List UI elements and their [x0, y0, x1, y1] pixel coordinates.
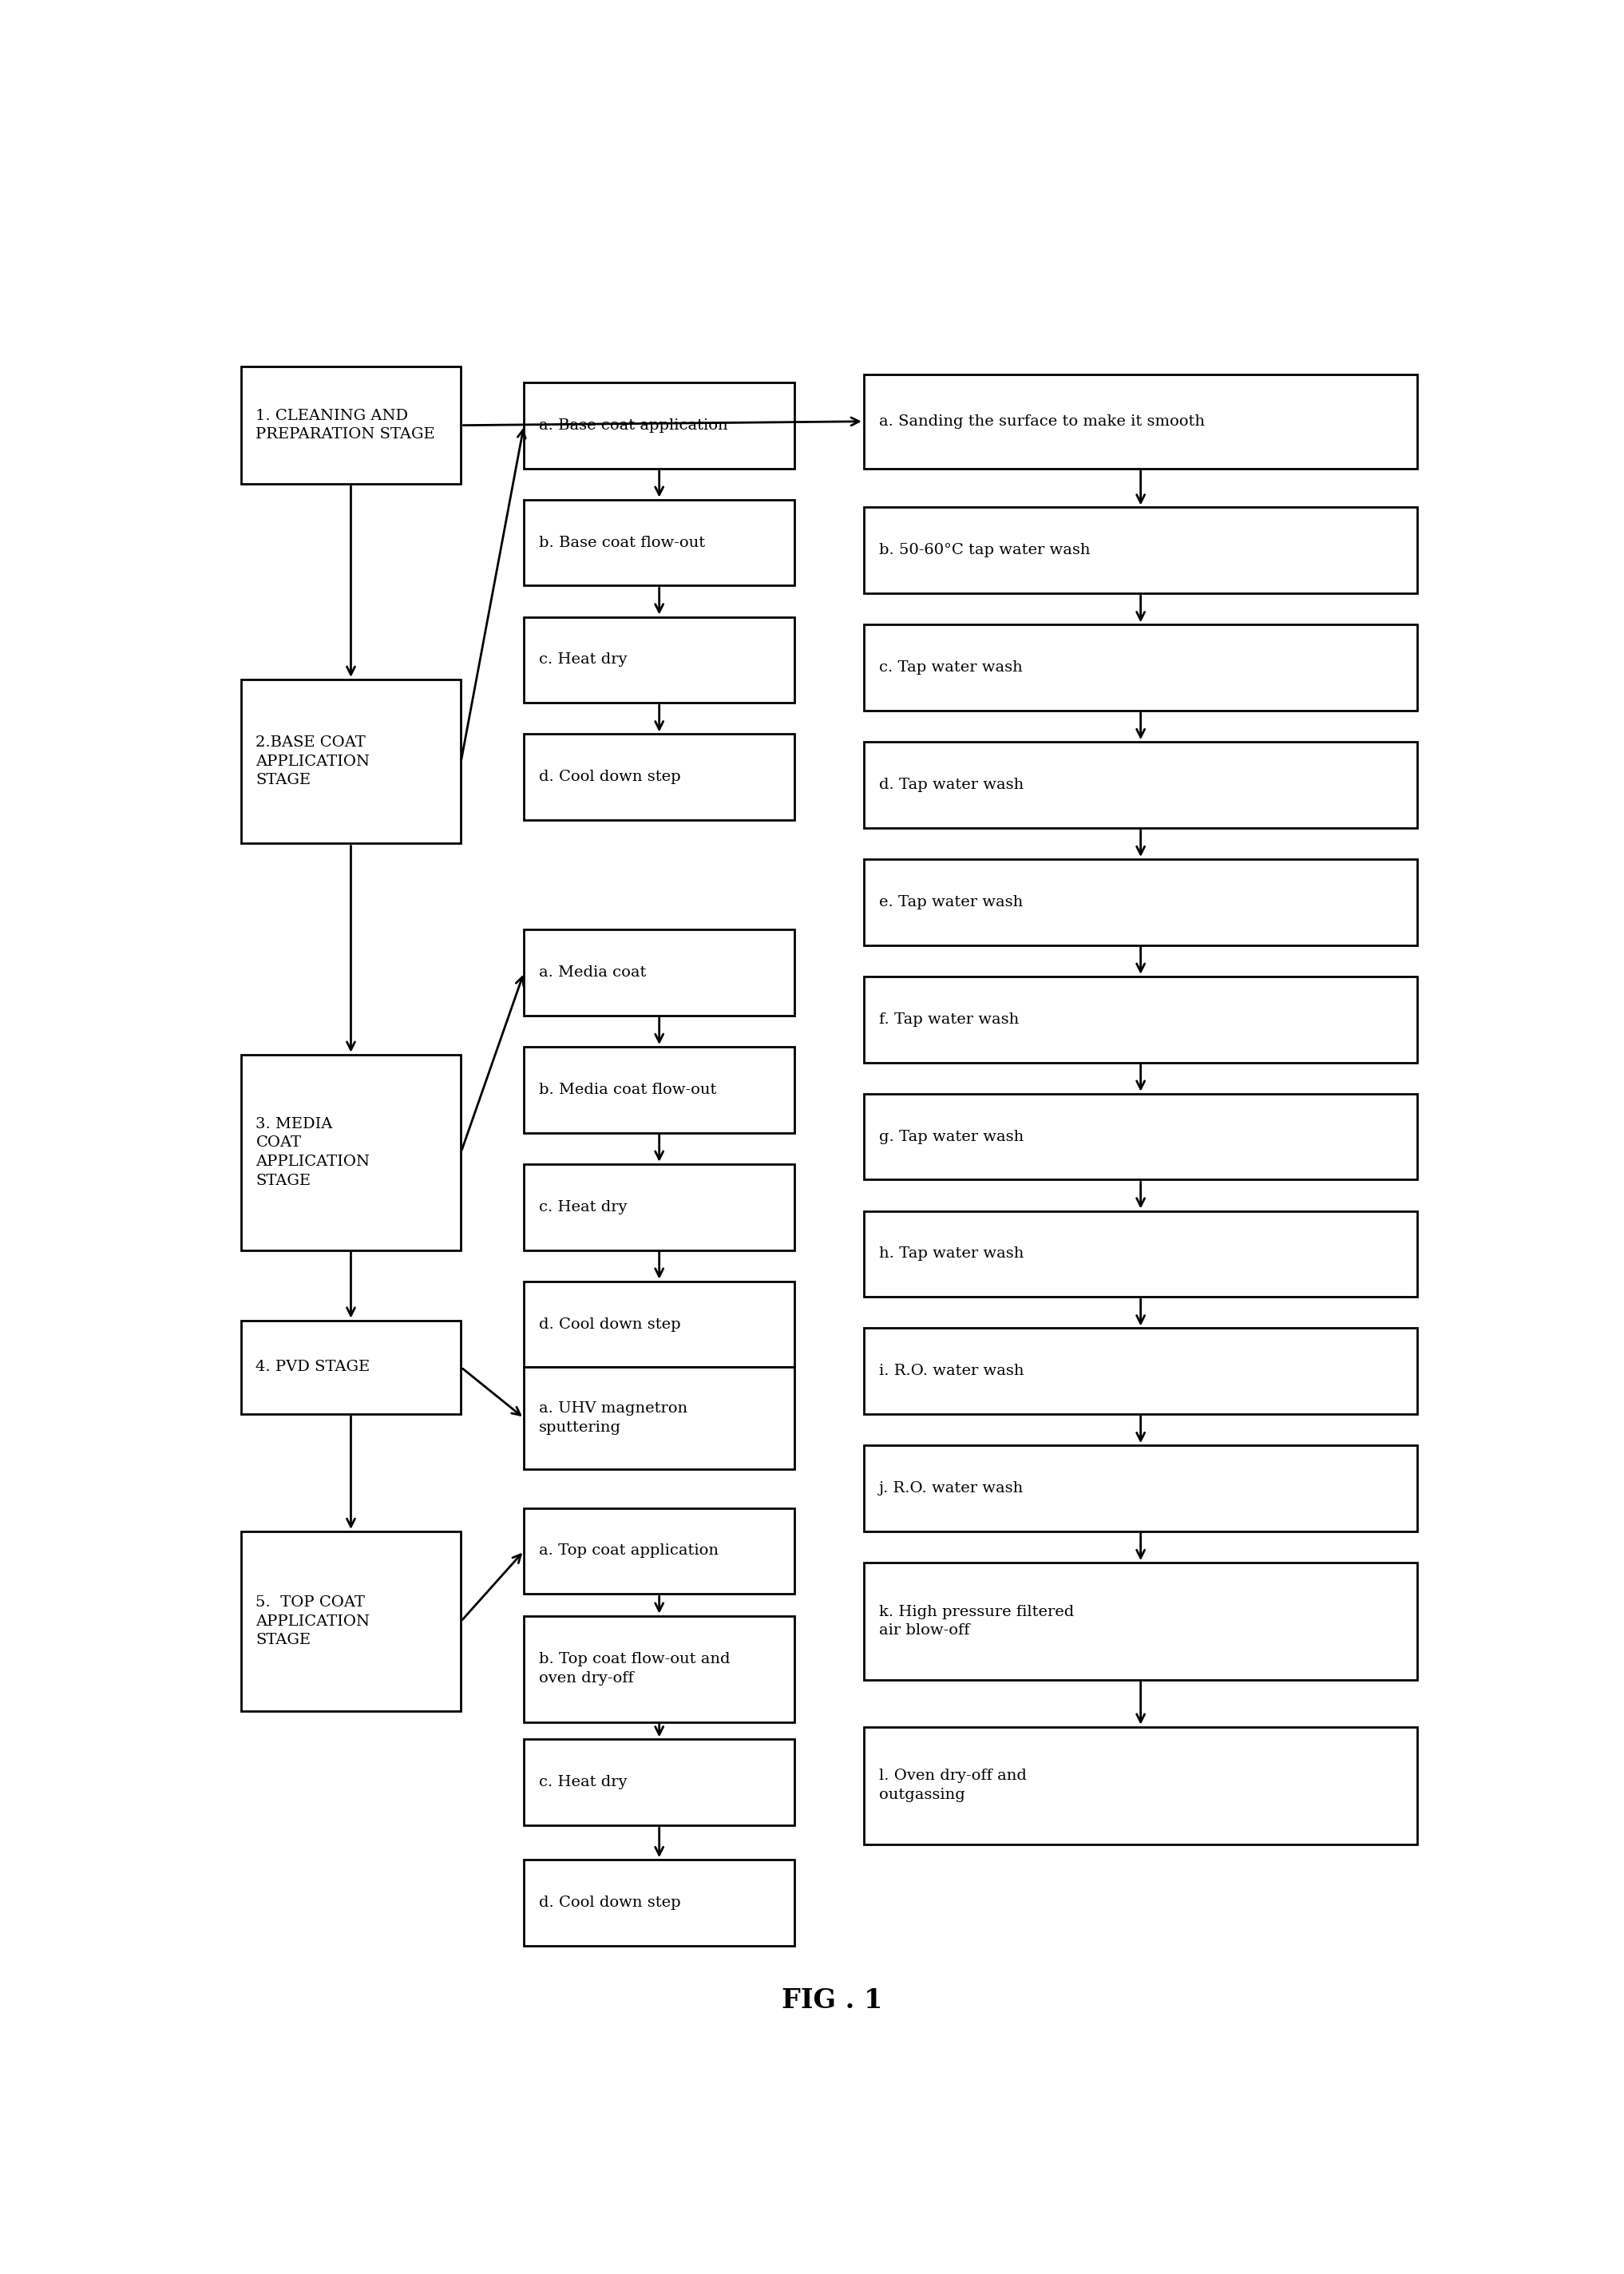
Bar	[525, 1508, 794, 1594]
Text: d. Cool down step: d. Cool down step	[539, 1897, 680, 1910]
Bar	[864, 625, 1418, 709]
Bar	[525, 500, 794, 587]
Bar	[525, 1280, 794, 1367]
Text: d. Tap water wash: d. Tap water wash	[879, 778, 1023, 791]
Bar	[864, 741, 1418, 828]
Bar	[525, 616, 794, 703]
Text: b. Media coat flow-out: b. Media coat flow-out	[539, 1082, 716, 1096]
Text: d. Cool down step: d. Cool down step	[539, 1317, 680, 1333]
Bar	[864, 1726, 1418, 1844]
Text: 1. CLEANING AND
PREPARATION STAGE: 1. CLEANING AND PREPARATION STAGE	[257, 409, 435, 441]
Bar	[864, 1446, 1418, 1530]
Text: e. Tap water wash: e. Tap water wash	[879, 896, 1023, 910]
Text: c. Tap water wash: c. Tap water wash	[879, 659, 1023, 675]
Bar	[525, 1860, 794, 1947]
Text: k. High pressure filtered
air blow-off: k. High pressure filtered air blow-off	[879, 1605, 1073, 1637]
Bar	[525, 930, 794, 1016]
Text: f. Tap water wash: f. Tap water wash	[879, 1012, 1018, 1026]
Text: c. Heat dry: c. Heat dry	[539, 1776, 627, 1790]
Bar	[525, 735, 794, 821]
Text: 2.BASE COAT
APPLICATION
STAGE: 2.BASE COAT APPLICATION STAGE	[257, 735, 370, 787]
Text: j. R.O. water wash: j. R.O. water wash	[879, 1480, 1023, 1496]
Text: b. Top coat flow-out and
oven dry-off: b. Top coat flow-out and oven dry-off	[539, 1653, 731, 1685]
Bar	[864, 1094, 1418, 1180]
Text: c. Heat dry: c. Heat dry	[539, 653, 627, 666]
Text: l. Oven dry-off and
outgassing: l. Oven dry-off and outgassing	[879, 1769, 1026, 1801]
Text: c. Heat dry: c. Heat dry	[539, 1201, 627, 1214]
Text: a. Media coat: a. Media coat	[539, 964, 646, 980]
Text: g. Tap water wash: g. Tap water wash	[879, 1130, 1023, 1144]
Bar	[525, 382, 794, 468]
Text: a. Sanding the surface to make it smooth: a. Sanding the surface to make it smooth	[879, 414, 1205, 428]
Text: b. Base coat flow-out: b. Base coat flow-out	[539, 534, 705, 550]
Text: 4. PVD STAGE: 4. PVD STAGE	[257, 1360, 370, 1373]
Text: a. Base coat application: a. Base coat application	[539, 418, 728, 432]
Text: 3. MEDIA
COAT
APPLICATION
STAGE: 3. MEDIA COAT APPLICATION STAGE	[257, 1117, 370, 1187]
Bar	[525, 1164, 794, 1251]
Bar	[525, 1367, 794, 1469]
Bar	[864, 1562, 1418, 1680]
Bar	[864, 507, 1418, 594]
Bar	[864, 976, 1418, 1062]
Bar	[240, 680, 461, 844]
Text: i. R.O. water wash: i. R.O. water wash	[879, 1364, 1023, 1378]
Bar	[864, 375, 1418, 468]
Bar	[240, 1055, 461, 1251]
Text: a. UHV magnetron
sputtering: a. UHV magnetron sputtering	[539, 1401, 687, 1435]
Bar	[525, 1617, 794, 1721]
Text: a. Top coat application: a. Top coat application	[539, 1544, 719, 1558]
Bar	[864, 1328, 1418, 1414]
Bar	[864, 860, 1418, 946]
Bar	[240, 366, 461, 484]
Text: h. Tap water wash: h. Tap water wash	[879, 1246, 1023, 1262]
Text: b. 50-60°C tap water wash: b. 50-60°C tap water wash	[879, 543, 1090, 557]
Bar	[525, 1740, 794, 1826]
Bar	[864, 1210, 1418, 1296]
Text: 5.  TOP COAT
APPLICATION
STAGE: 5. TOP COAT APPLICATION STAGE	[257, 1596, 370, 1646]
Text: d. Cool down step: d. Cool down step	[539, 771, 680, 785]
Bar	[240, 1530, 461, 1710]
Bar	[525, 1046, 794, 1132]
Text: FIG . 1: FIG . 1	[781, 1987, 883, 2012]
Bar	[240, 1321, 461, 1414]
